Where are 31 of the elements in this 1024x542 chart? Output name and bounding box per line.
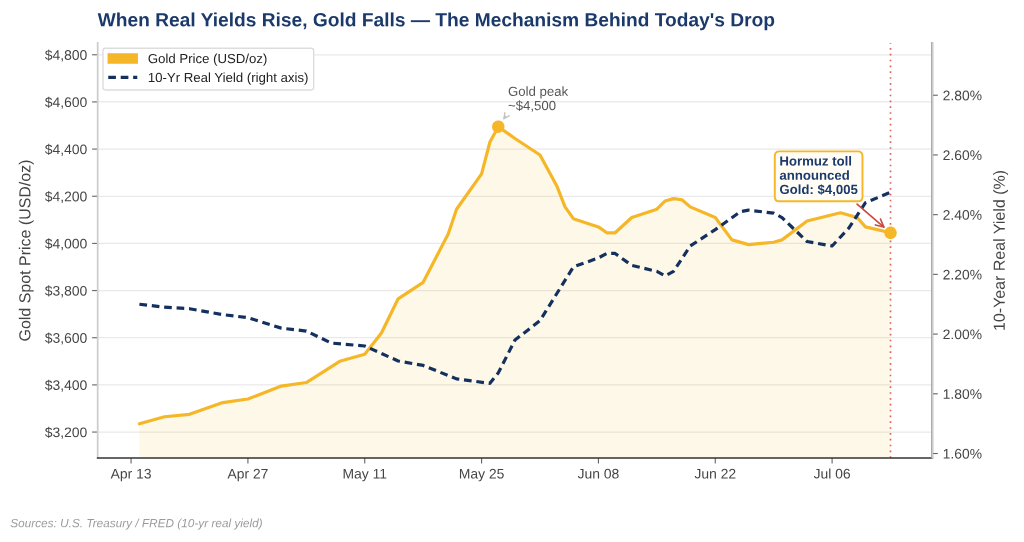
y-tick-label: $4,600 bbox=[44, 96, 87, 109]
x-tick-label: Jun 08 bbox=[577, 468, 619, 479]
legend-label: 10-Yr Real Yield (right axis) bbox=[148, 72, 308, 85]
x-tick-label: Jun 22 bbox=[694, 468, 736, 479]
y2-tick-label: 2.20% bbox=[943, 269, 982, 280]
x-tick-label: May 25 bbox=[459, 468, 504, 482]
y-axis-title: Gold Spot Price (USD/oz) bbox=[18, 160, 34, 341]
y-tick-label: $3,600 bbox=[44, 332, 87, 345]
y-tick-label: $4,800 bbox=[44, 49, 87, 62]
y2-tick-label: 2.60% bbox=[943, 150, 982, 161]
x-tick-label: Apr 27 bbox=[227, 468, 268, 482]
x-tick-label: May 11 bbox=[343, 468, 387, 482]
legend-label: Gold Price (USD/oz) bbox=[148, 53, 267, 66]
y2-tick-label: 2.00% bbox=[943, 329, 982, 340]
y-tick-label: $3,200 bbox=[44, 426, 87, 439]
y-tick-label: $4,000 bbox=[44, 238, 87, 251]
y-tick-label: $4,200 bbox=[44, 191, 87, 204]
annotation: Gold peak ~$4,500 bbox=[508, 86, 569, 112]
source-note: Sources: U.S. Treasury / FRED (10-yr real yield) bbox=[10, 518, 262, 530]
y2-tick-label: 1.60% bbox=[943, 448, 982, 459]
x-tick-label: Jul 06 bbox=[813, 468, 851, 479]
y-tick-label: $3,800 bbox=[44, 285, 87, 298]
y2-tick-label: 1.80% bbox=[943, 389, 982, 399]
y-tick-label: $4,400 bbox=[44, 143, 87, 156]
y2-tick-label: 2.80% bbox=[943, 90, 982, 101]
y2-axis-title: 10-Year Real Yield (%) bbox=[993, 170, 1009, 330]
annotation: Hormuz toll announced Gold: $4,005 bbox=[779, 155, 858, 196]
chart-title: When Real Yields Rise, Gold Falls — The Mechanism Behind Today's Drop bbox=[97, 12, 775, 31]
x-tick-label: Apr 13 bbox=[110, 468, 151, 482]
y2-tick-label: 2.40% bbox=[943, 209, 982, 220]
y-tick-label: $3,400 bbox=[44, 379, 87, 392]
